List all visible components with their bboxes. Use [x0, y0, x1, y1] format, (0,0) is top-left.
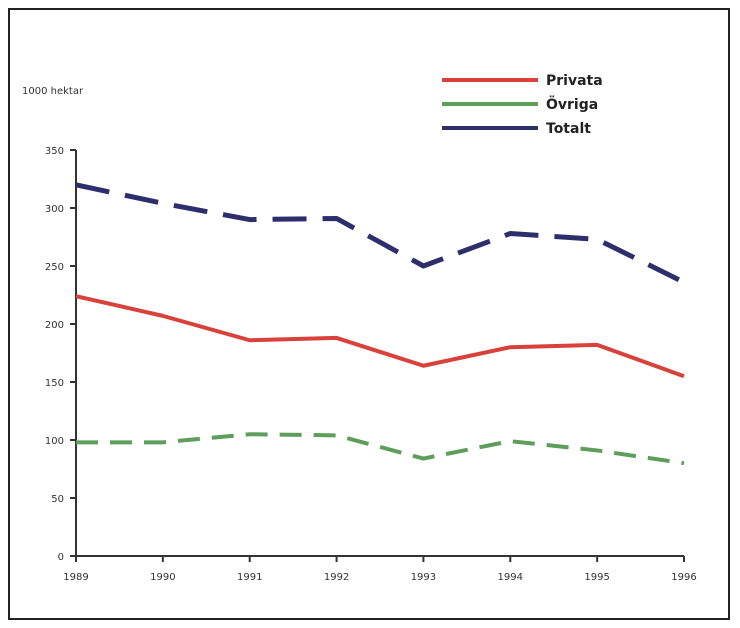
x-tick-label: 1992: [324, 572, 349, 583]
y-tick-label: 150: [45, 378, 64, 389]
y-tick-label: 200: [45, 320, 64, 331]
series-line-vriga: [76, 432, 685, 466]
line-chart: 1000 hektar 0 50 100 150 200 250 300 350 1989 199…: [22, 73, 697, 583]
x-tick-label: 1995: [584, 572, 609, 583]
series-line-totalt: [75, 182, 686, 285]
y-tick-label: 0: [58, 552, 64, 563]
legend-label: Privata: [546, 73, 603, 89]
y-tick-label: 250: [45, 262, 64, 273]
series-layer: [75, 182, 686, 466]
x-tick-label: 1994: [498, 572, 523, 583]
legend: Privata Övriga Totalt: [442, 73, 603, 137]
legend-label: Övriga: [546, 95, 598, 113]
y-tick-label: 50: [51, 494, 64, 505]
legend-label: Totalt: [546, 121, 591, 137]
y-tick-label: 300: [45, 204, 64, 215]
axes: 0 50 100 150 200 250 300 350 1989 1990 1991 1992 199…: [45, 146, 697, 583]
x-tick-label: 1990: [150, 572, 175, 583]
chart-frame: 1000 hektar 0 50 100 150 200 250 300 350 1989 199…: [8, 8, 730, 620]
y-axis-unit-label: 1000 hektar: [22, 86, 84, 97]
x-tick-label: 1989: [63, 572, 88, 583]
series-line-privata: [75, 294, 685, 379]
x-tick-label: 1991: [237, 572, 262, 583]
y-tick-label: 100: [45, 436, 64, 447]
x-tick-label: 1996: [671, 572, 696, 583]
y-tick-label: 350: [45, 146, 64, 157]
x-tick-label: 1993: [411, 572, 436, 583]
